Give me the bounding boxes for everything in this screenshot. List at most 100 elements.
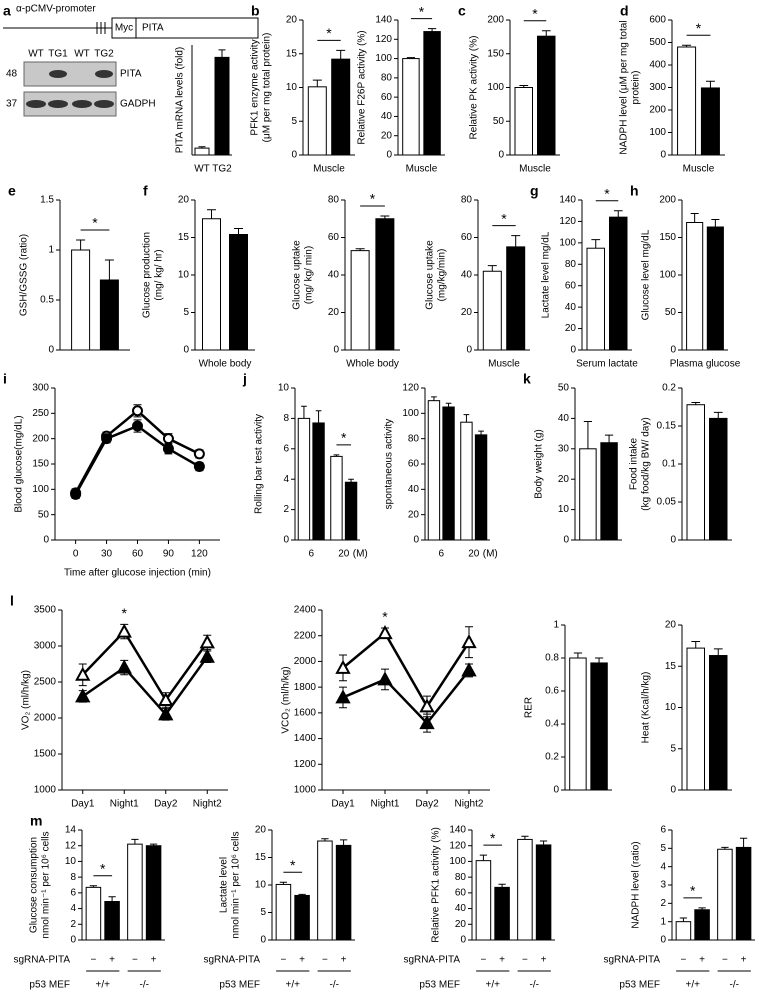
error-bar bbox=[539, 840, 548, 845]
y-tick-label: 20 bbox=[461, 307, 473, 318]
y-tick-label: 0 bbox=[260, 935, 266, 946]
bar bbox=[297, 417, 311, 541]
y-axis-label: Glucose uptake bbox=[425, 240, 436, 310]
y-tick-label: 1 bbox=[553, 620, 559, 631]
significance-label: * bbox=[690, 883, 696, 899]
y-axis-label: RER bbox=[524, 697, 535, 718]
y-tick-label: 300 bbox=[649, 82, 666, 93]
y-tick-label: 1.5 bbox=[40, 195, 54, 206]
y-tick-label: 0.1 bbox=[662, 459, 676, 470]
error-bar bbox=[679, 917, 688, 922]
x-tick-label: Night1 bbox=[371, 799, 400, 810]
bar-labels-title: sgRNA-PITA bbox=[604, 955, 661, 966]
y-tick-label: 100 bbox=[559, 237, 576, 248]
x-tick-label: 6 bbox=[438, 549, 444, 560]
marker bbox=[419, 698, 435, 713]
error-bar bbox=[108, 896, 116, 902]
y-tick-label: 3500 bbox=[34, 605, 57, 616]
y-tick-label: 0 bbox=[670, 535, 676, 546]
y-axis-label: Blood glucose(mg/dL) bbox=[14, 415, 25, 512]
bar bbox=[350, 250, 370, 351]
x-tick-label: -/- bbox=[730, 980, 739, 991]
x-tick-label: Whole body bbox=[199, 359, 252, 370]
series-line bbox=[342, 631, 471, 709]
error-bar bbox=[573, 652, 583, 658]
y-axis-label: VO₂ (ml/h/kg) bbox=[21, 670, 32, 730]
y-tick-label: 5 bbox=[260, 907, 266, 918]
x-tick-label: 0 bbox=[73, 549, 79, 560]
y-tick-label: 60 bbox=[461, 232, 473, 243]
panel-label: e bbox=[8, 183, 16, 199]
bar bbox=[442, 406, 455, 541]
significance-label: * bbox=[490, 830, 496, 846]
error-bar bbox=[333, 454, 340, 457]
error-bar bbox=[234, 228, 243, 235]
x-tick-label: 120 bbox=[191, 549, 208, 560]
panel-label: g bbox=[530, 183, 539, 199]
panel-label: i bbox=[3, 371, 7, 387]
y-tick-label: 40 bbox=[381, 111, 393, 122]
y-tick-label: 6 bbox=[660, 825, 666, 836]
error-bar bbox=[698, 907, 706, 910]
bar bbox=[423, 31, 441, 156]
y-axis-label: Heat (Kcal/h/kg) bbox=[641, 672, 652, 744]
significance-label: * bbox=[532, 6, 538, 22]
marker bbox=[70, 488, 82, 500]
x-unit-label: (M) bbox=[483, 549, 498, 560]
x-tick-label: Day1 bbox=[71, 799, 95, 810]
y-tick-label: 4 bbox=[70, 903, 76, 914]
y-tick-label: 0 bbox=[43, 535, 49, 546]
y-tick-label: 15 bbox=[178, 232, 190, 243]
y-tick-label: 10 bbox=[558, 504, 570, 515]
y-tick-label: 1000 bbox=[294, 785, 317, 796]
y-tick-label: 14 bbox=[65, 825, 77, 836]
x-axis-label: Time after glucose injection (min) bbox=[64, 568, 211, 579]
error-bar bbox=[431, 396, 437, 401]
y-tick-label: 40 bbox=[565, 302, 577, 313]
y-tick-label: 140 bbox=[375, 15, 392, 26]
blot-band bbox=[72, 100, 92, 108]
series-line bbox=[82, 656, 209, 717]
y-tick-label: 4 bbox=[660, 861, 666, 872]
y-tick-label: 6 bbox=[283, 443, 289, 454]
x-tick-label: Plasma glucose bbox=[670, 359, 741, 370]
y-tick-label: 150 bbox=[659, 232, 676, 243]
y-tick-label: 0 bbox=[553, 785, 559, 796]
y-axis-label: spontaneous activity bbox=[384, 419, 395, 510]
bar bbox=[202, 218, 221, 351]
error-bar bbox=[279, 881, 288, 885]
y-tick-label: 10 bbox=[255, 880, 267, 891]
bar bbox=[482, 270, 502, 351]
y-tick-label: 20 bbox=[565, 323, 577, 334]
y-tick-label: 1 bbox=[48, 245, 54, 256]
y-tick-label: 2 bbox=[70, 919, 76, 930]
bar-label: + bbox=[151, 955, 157, 966]
y-tick-label: 2000 bbox=[294, 656, 317, 667]
error-bar bbox=[613, 210, 623, 218]
error-bar bbox=[521, 835, 529, 840]
x-tick-label: TG2 bbox=[212, 164, 232, 175]
y-tick-label: 60 bbox=[408, 459, 420, 470]
x-tick-label: -/- bbox=[330, 980, 339, 991]
marker bbox=[162, 443, 174, 455]
y-tick-label: 20 bbox=[381, 130, 393, 141]
bar bbox=[312, 422, 325, 541]
bar bbox=[609, 216, 628, 351]
bar bbox=[317, 840, 333, 941]
y-tick-label: 200 bbox=[32, 433, 49, 444]
y-tick-label: 0.5 bbox=[40, 295, 54, 306]
x-tick-label: +/+ bbox=[286, 980, 301, 991]
error-bar bbox=[355, 248, 365, 251]
bar-labels-title: sgRNA-PITA bbox=[14, 955, 71, 966]
y-tick-label: 100 bbox=[487, 82, 504, 93]
bar bbox=[330, 455, 343, 541]
error-bar bbox=[690, 213, 699, 223]
y-tick-label: 150 bbox=[487, 48, 504, 59]
error-bar bbox=[498, 883, 506, 888]
panel-label: f bbox=[143, 183, 148, 199]
marker bbox=[199, 634, 215, 649]
y-axis-label: GSH/GSSG (ratio) bbox=[19, 234, 30, 316]
y-axis-label: Rolling bar test activity bbox=[254, 414, 265, 514]
y-axis-label: Lactate level mg/dL bbox=[541, 231, 552, 318]
